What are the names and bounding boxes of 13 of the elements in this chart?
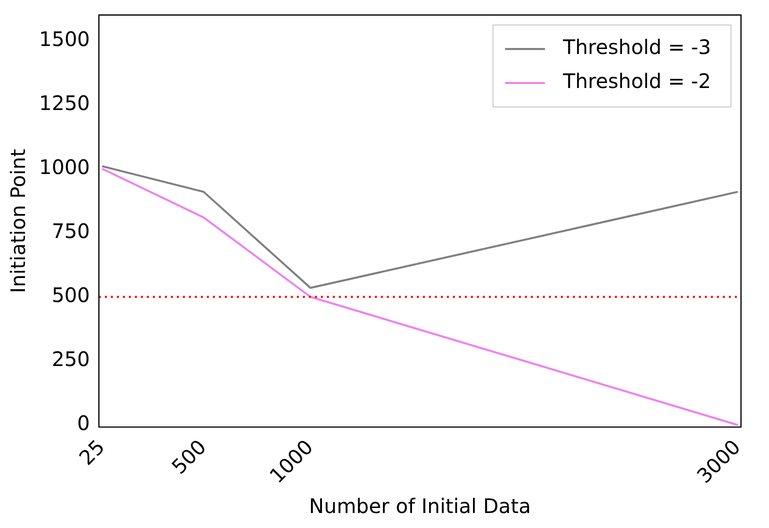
- y-tick-label: 1250: [38, 90, 90, 115]
- legend-label: Threshold = -3: [562, 35, 712, 60]
- y-tick-label: 1500: [38, 26, 90, 51]
- y-axis-title: Initiation Point: [6, 148, 30, 294]
- x-tick-label: 25: [74, 434, 110, 470]
- y-tick-label: 750: [52, 219, 90, 244]
- x-axis-title: Number of Initial Data: [309, 494, 531, 518]
- x-tick-label: 500: [166, 434, 211, 479]
- y-tick-label: 0: [77, 411, 90, 436]
- y-tick-label: 1000: [38, 154, 90, 179]
- legend-label: Threshold = -2: [562, 69, 712, 94]
- y-tick-label: 250: [52, 347, 90, 372]
- y-tick-label: 500: [52, 283, 90, 308]
